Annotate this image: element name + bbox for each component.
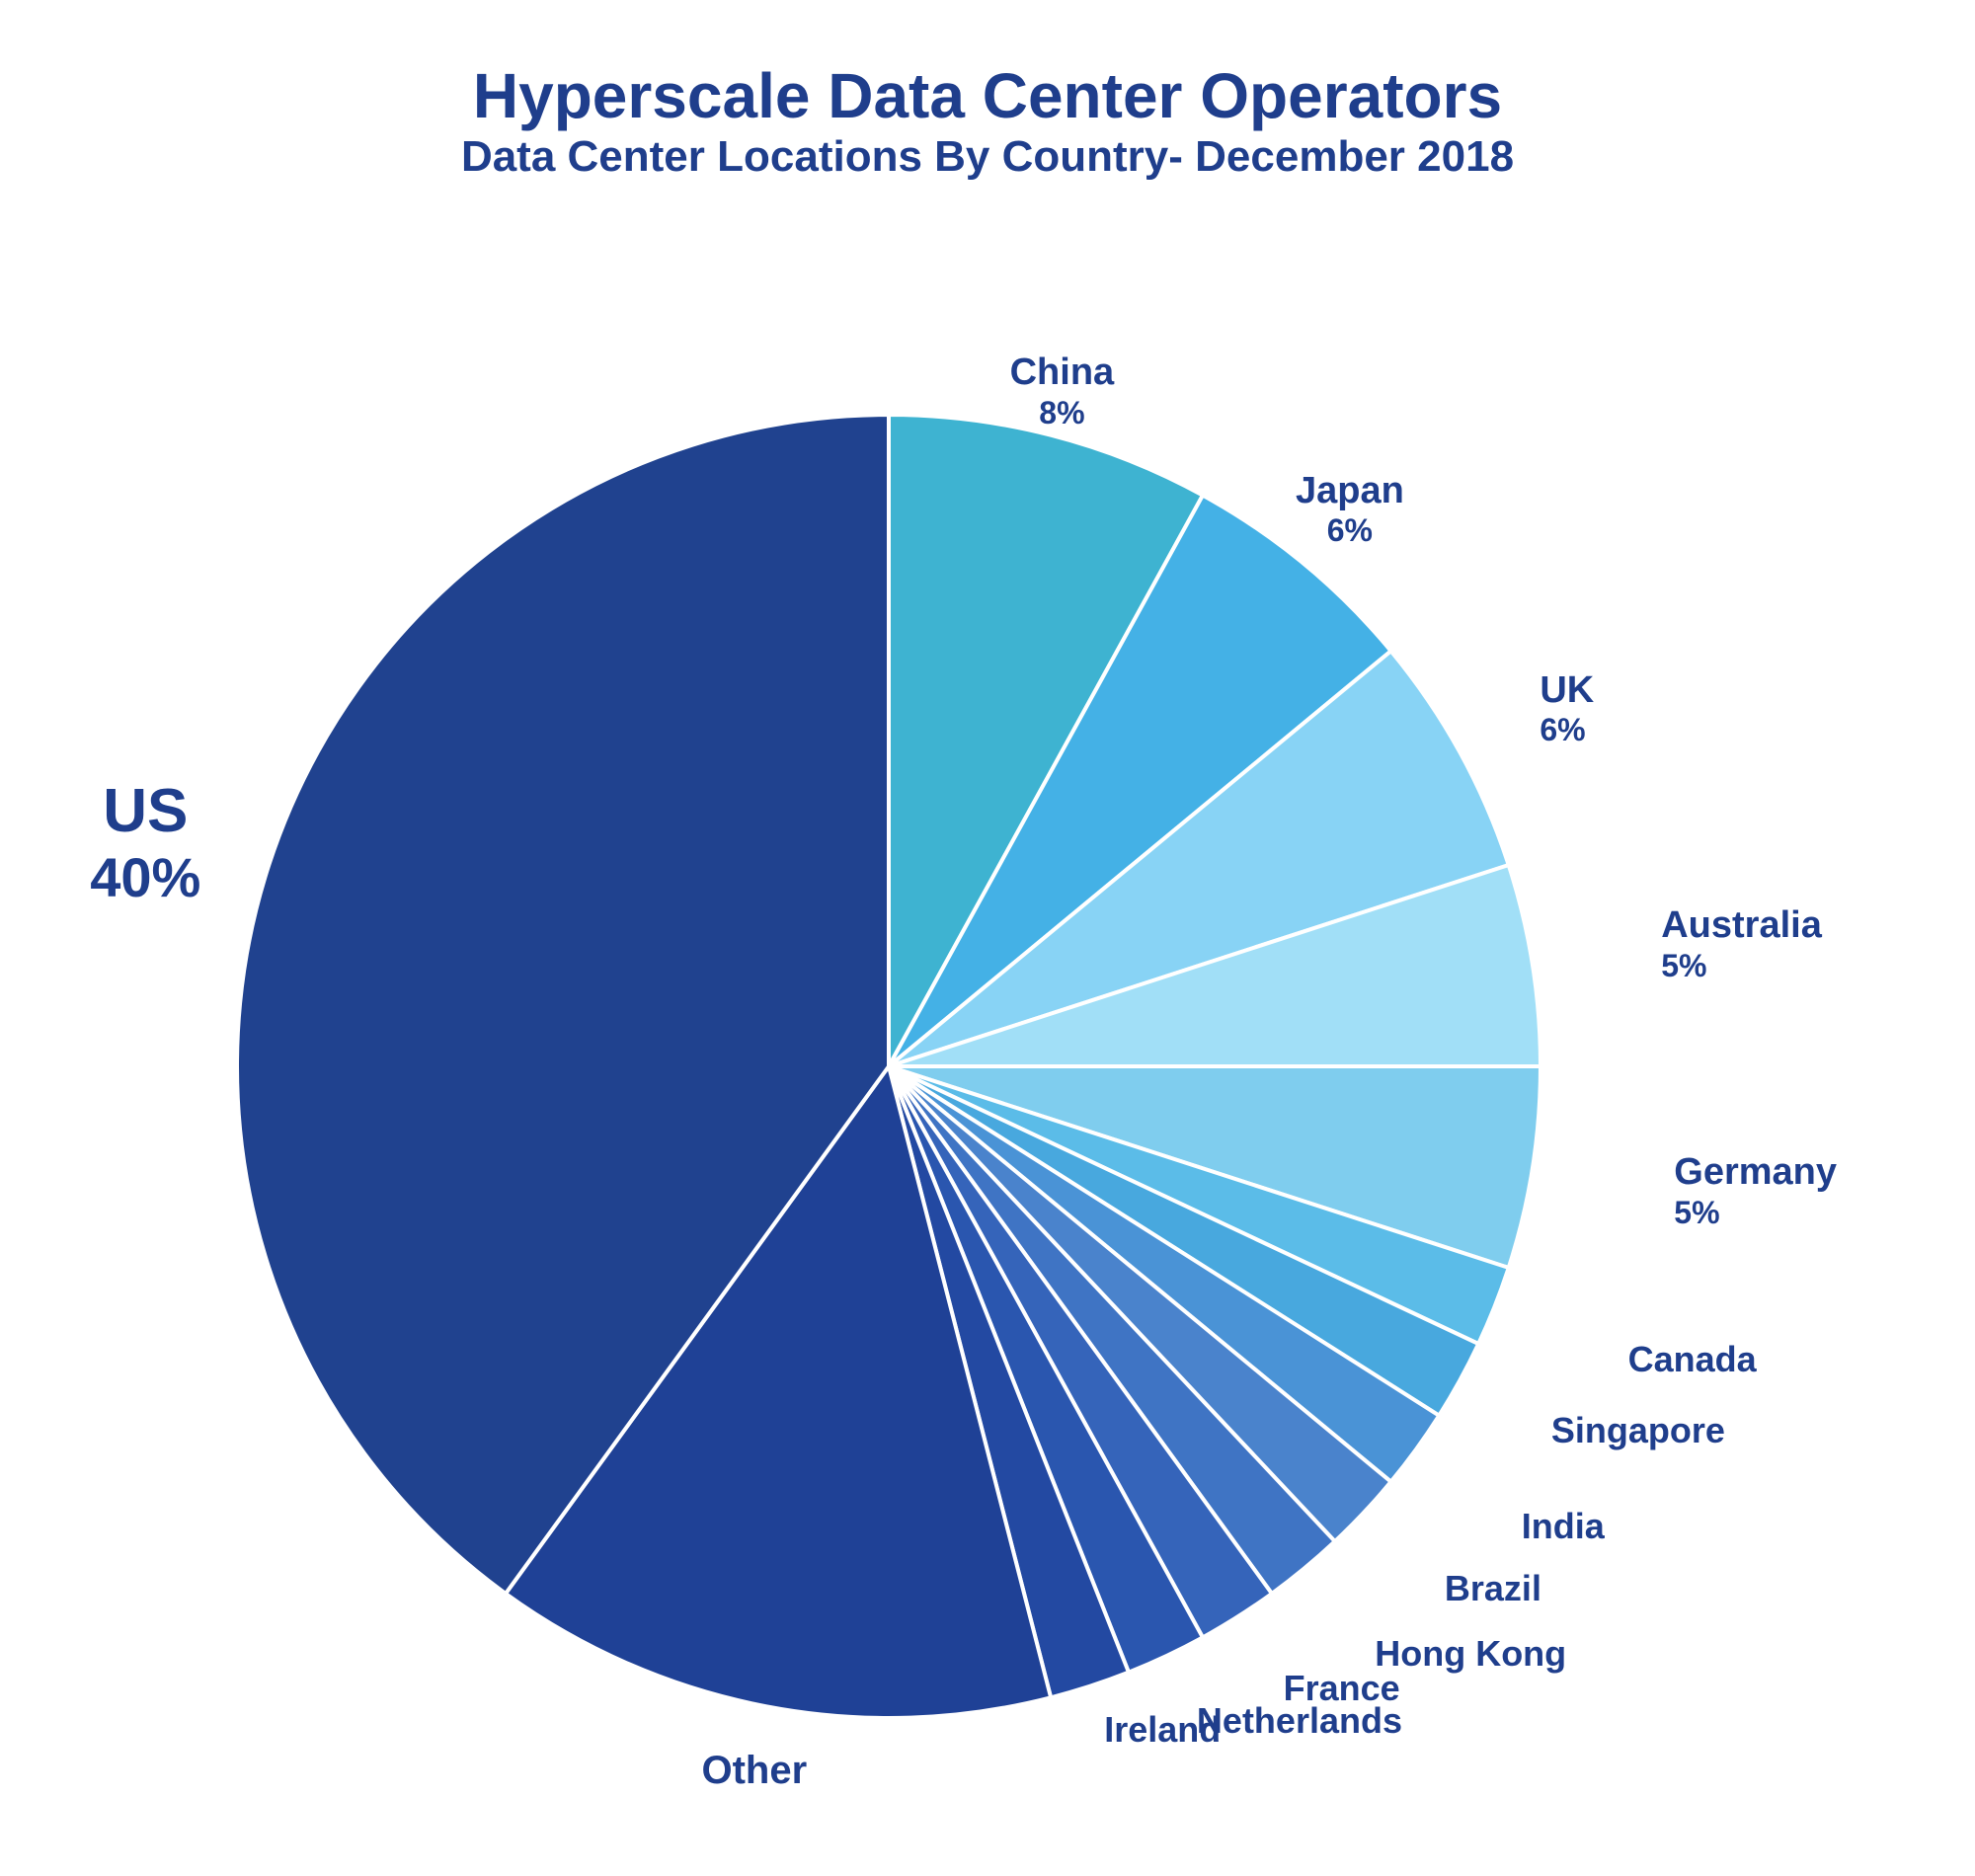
slice-percent: 5% — [1674, 1195, 1837, 1231]
pie-slice-label: Brazil — [1445, 1568, 1541, 1608]
slice-name: US — [103, 777, 188, 845]
pie-slice-label: Ireland — [1104, 1709, 1221, 1750]
pie-slice-label: China8% — [1010, 352, 1115, 430]
slice-name: Australia — [1661, 904, 1822, 946]
slice-name: Brazil — [1445, 1568, 1541, 1608]
pie-slice-label: Other — [701, 1748, 807, 1793]
slice-name: Hong Kong — [1375, 1633, 1566, 1674]
slice-percent: 5% — [1661, 948, 1822, 984]
slice-percent: 6% — [1296, 512, 1404, 549]
slice-name: Germany — [1674, 1151, 1837, 1193]
slice-percent: 40% — [90, 846, 200, 909]
slice-percent: 6% — [1540, 712, 1594, 748]
pie-slice-label: Singapore — [1551, 1410, 1725, 1450]
pie-slice-label: US40% — [90, 776, 200, 910]
slice-name: Canada — [1628, 1339, 1757, 1379]
slice-name: Singapore — [1551, 1410, 1725, 1450]
pie-slice-label: Germany5% — [1674, 1151, 1837, 1230]
slice-name: China — [1010, 352, 1115, 393]
pie-chart-svg — [217, 395, 1560, 1738]
pie-slice-label: Hong Kong — [1375, 1633, 1566, 1674]
pie-slice-label: UK6% — [1540, 669, 1594, 748]
slice-name: Japan — [1296, 470, 1404, 511]
pie-slice-label: Australia5% — [1661, 904, 1822, 983]
slice-name: India — [1522, 1506, 1605, 1546]
chart-subtitle: Data Center Locations By Country- Decemb… — [0, 132, 1975, 182]
pie-slice-label: India — [1522, 1506, 1605, 1546]
chart-title: Hyperscale Data Center Operators — [0, 59, 1975, 132]
pie-slice-label: Netherlands — [1197, 1700, 1402, 1741]
pie-slice-label: Canada — [1628, 1339, 1757, 1379]
slice-name: UK — [1540, 669, 1594, 711]
slice-name: Netherlands — [1197, 1700, 1402, 1741]
slice-name: Other — [701, 1749, 807, 1792]
slice-percent: 8% — [1010, 395, 1115, 431]
pie-chart-container: Hyperscale Data Center Operators Data Ce… — [0, 0, 1975, 1876]
slice-name: Ireland — [1104, 1709, 1221, 1750]
pie-slice-label: Japan6% — [1296, 470, 1404, 549]
